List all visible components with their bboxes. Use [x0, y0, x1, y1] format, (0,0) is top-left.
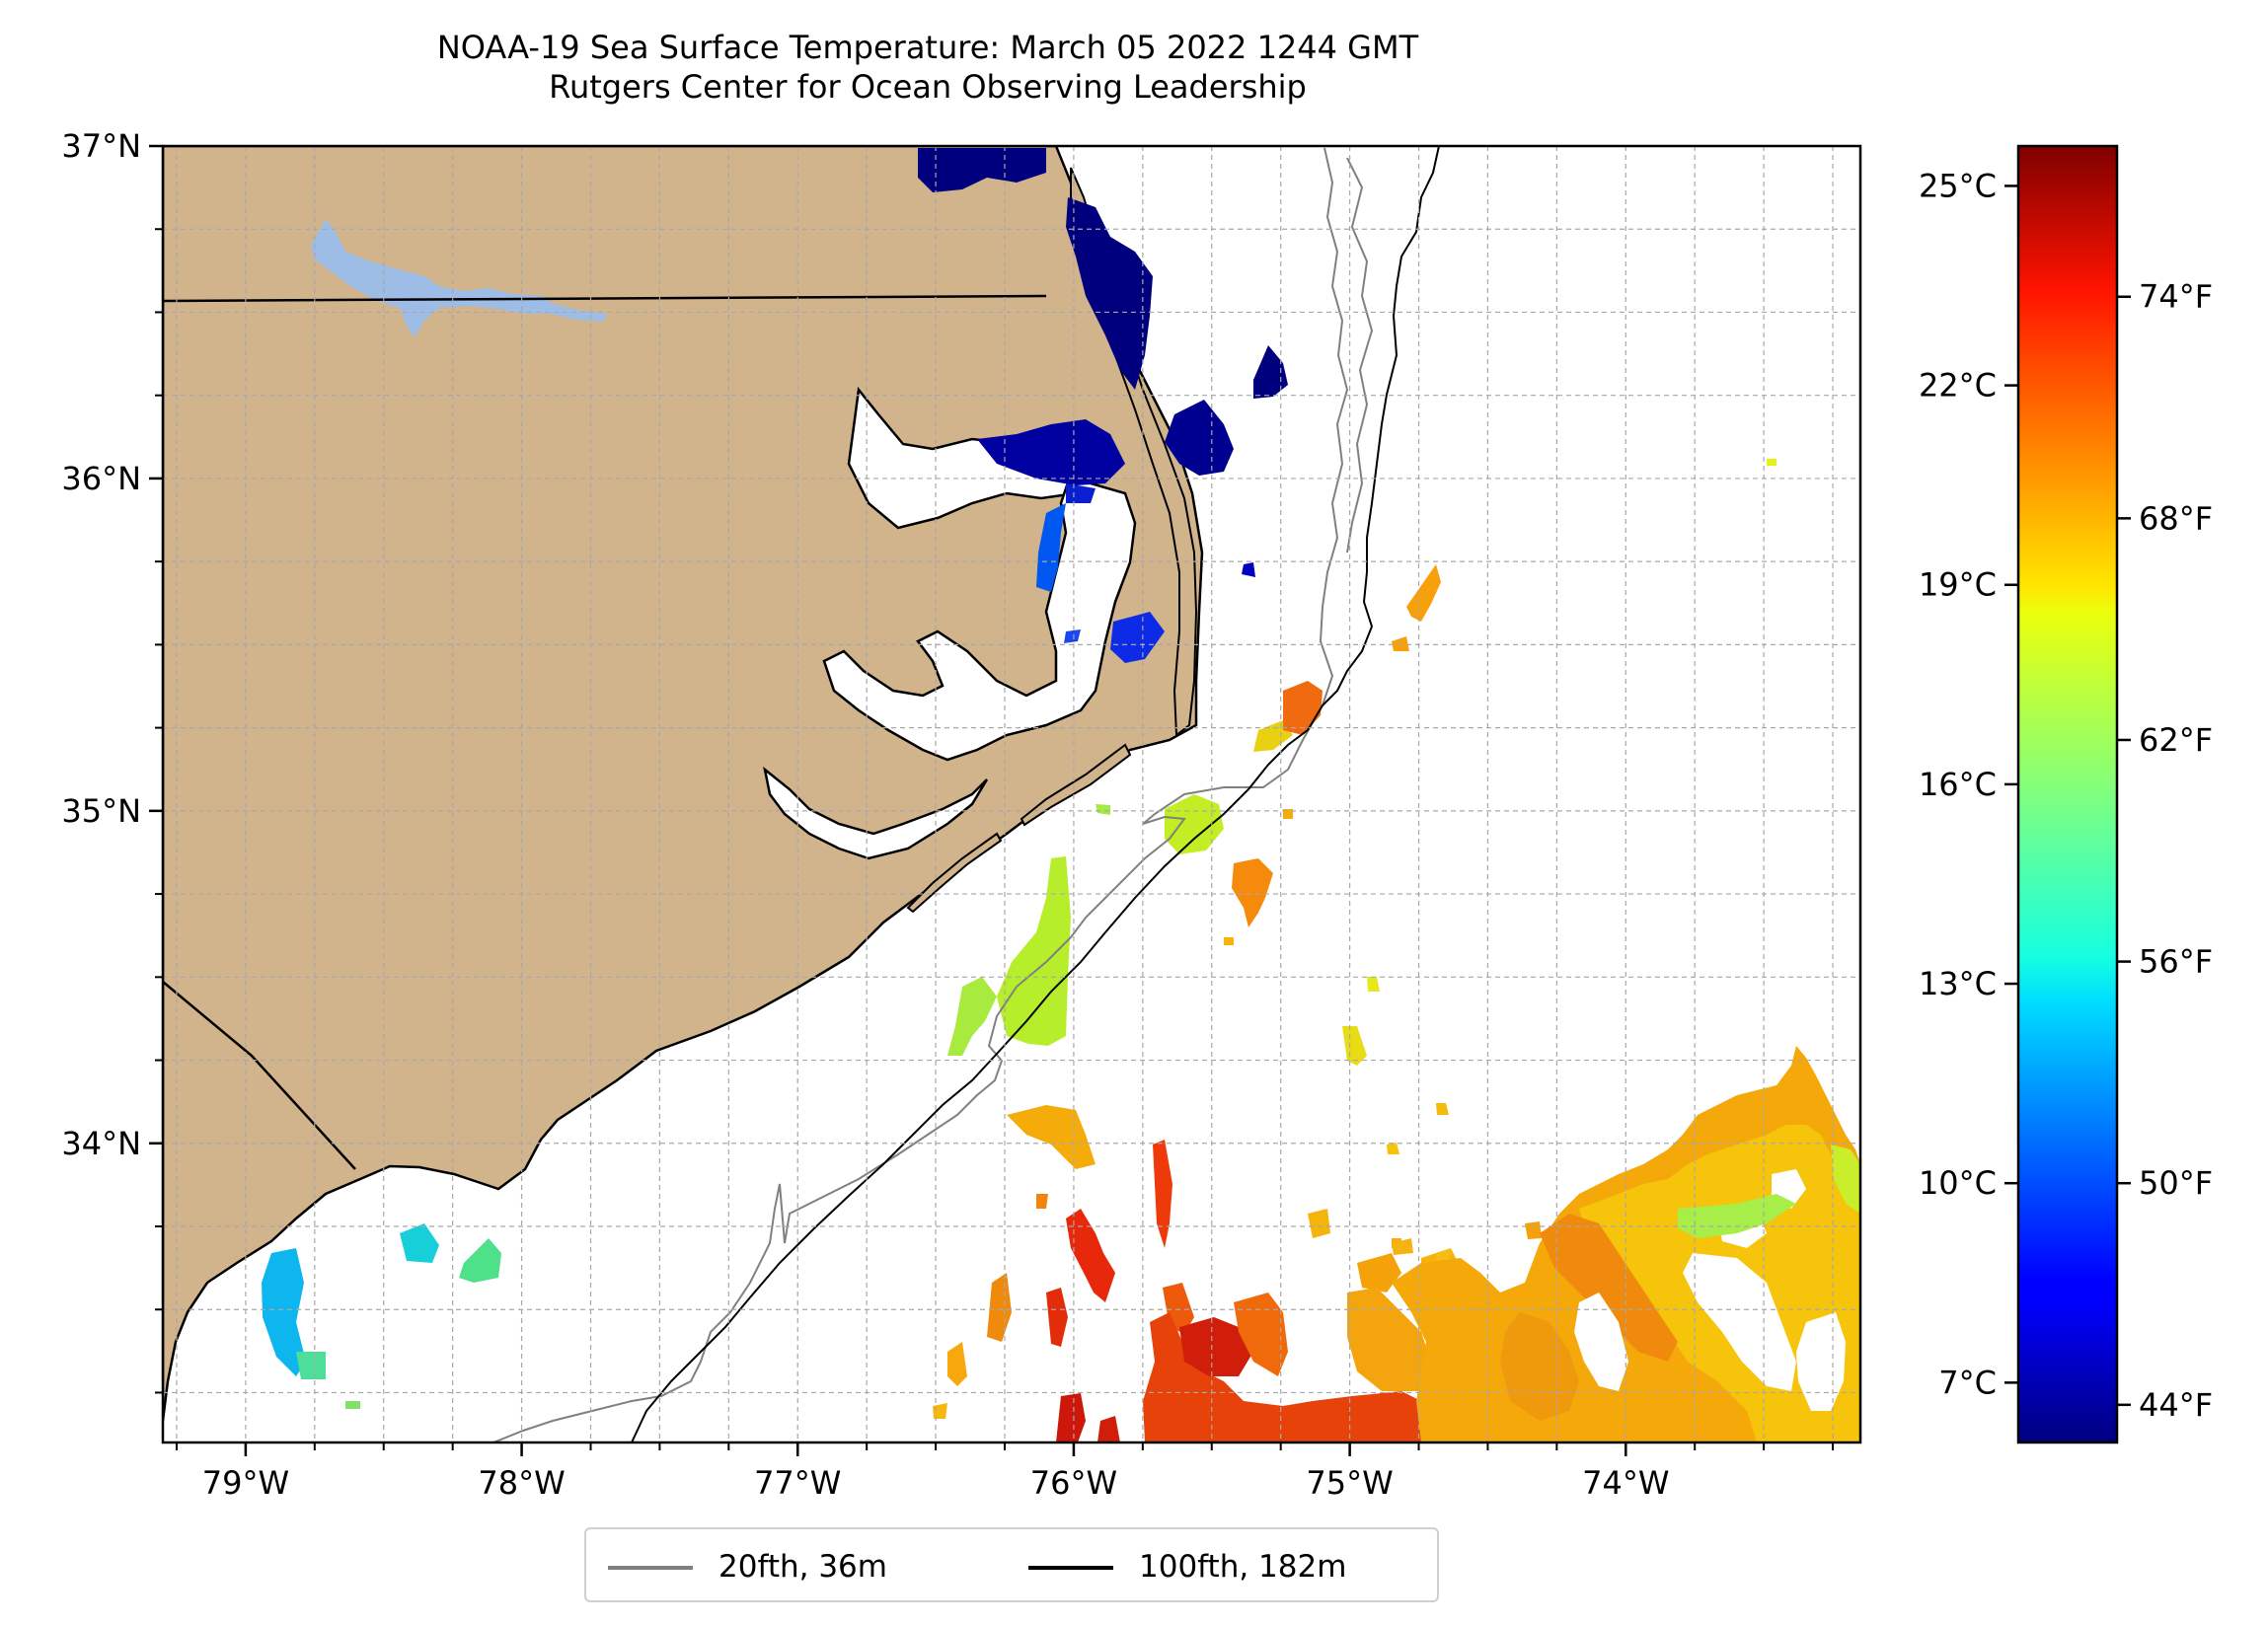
legend-label-100fth: 100fth, 182m [1139, 1549, 1347, 1585]
isobath-20fth-outer [1346, 157, 1374, 554]
lat-tick-label: 34°N [61, 1125, 141, 1162]
lon-tick-label: 78°W [478, 1464, 565, 1502]
lat-tick-label: 37°N [61, 127, 141, 165]
lat-tick-label: 35°N [61, 792, 141, 830]
lon-tick-label: 76°W [1030, 1464, 1117, 1502]
lon-tick-label: 74°W [1582, 1464, 1669, 1502]
fahrenheit-tick-label: 56°F [2139, 943, 2213, 981]
celsius-tick-label: 19°C [1919, 566, 1997, 604]
legend-swatch-100fth [1028, 1566, 1113, 1570]
map-title: NOAA-19 Sea Surface Temperature: March 0… [436, 29, 1419, 66]
colorbar-ticks: 7°C 10°C 13°C 16°C 19°C 22°C 25°C 44°F 50°F 56°F 6… [1919, 167, 2213, 1423]
fahrenheit-tick-label: 50°F [2139, 1164, 2213, 1202]
lon-tick-label: 77°W [754, 1464, 841, 1502]
fahrenheit-tick-label: 74°F [2139, 278, 2213, 316]
lake-gaston [311, 219, 607, 337]
fahrenheit-tick-label: 68°F [2139, 499, 2213, 537]
pamlico-sound [822, 472, 1137, 762]
colorbar [2016, 144, 2119, 1444]
sst-swaths-warm [933, 564, 1860, 1442]
celsius-tick-label: 22°C [1919, 367, 1997, 405]
fahrenheit-tick-label: 44°F [2139, 1386, 2213, 1424]
celsius-tick-label: 13°C [1919, 965, 1997, 1002]
map-gridlines [163, 146, 1860, 1442]
map-subtitle: Rutgers Center for Ocean Observing Leade… [549, 68, 1307, 106]
lat-tick-label: 36°N [61, 460, 141, 497]
lon-tick-label: 79°W [202, 1464, 289, 1502]
map-axes: 79°W 78°W 77°W 76°W 75°W 74°W 37°N 36°N 35°N 34°N [61, 127, 1835, 1502]
celsius-tick-label: 16°C [1919, 766, 1997, 803]
bogue-banks [906, 832, 1003, 914]
legend-swatch-20fth [608, 1566, 693, 1570]
sst-swaths-mid [947, 459, 1777, 1115]
state-border-va-nc [163, 294, 1047, 303]
celsius-tick-label: 10°C [1919, 1164, 1997, 1202]
celsius-tick-label: 25°C [1919, 167, 1997, 204]
fahrenheit-tick-label: 62°F [2139, 721, 2213, 759]
sst-swaths-cold [918, 148, 1288, 663]
core-banks [1020, 743, 1132, 827]
isobath-100fth [631, 146, 1440, 1442]
isobath-legend: 20fth, 36m 100fth, 182m [584, 1527, 1439, 1602]
state-border-nc-sc [163, 981, 356, 1170]
lon-tick-label: 75°W [1306, 1464, 1393, 1502]
map-frame [161, 144, 1862, 1444]
isobath-20fth [492, 147, 1349, 1442]
neuse-estuary [763, 766, 989, 860]
celsius-tick-label: 7°C [1938, 1364, 1997, 1401]
legend-label-20fth: 20fth, 36m [718, 1549, 887, 1585]
sst-swaths-cool [262, 1223, 501, 1409]
